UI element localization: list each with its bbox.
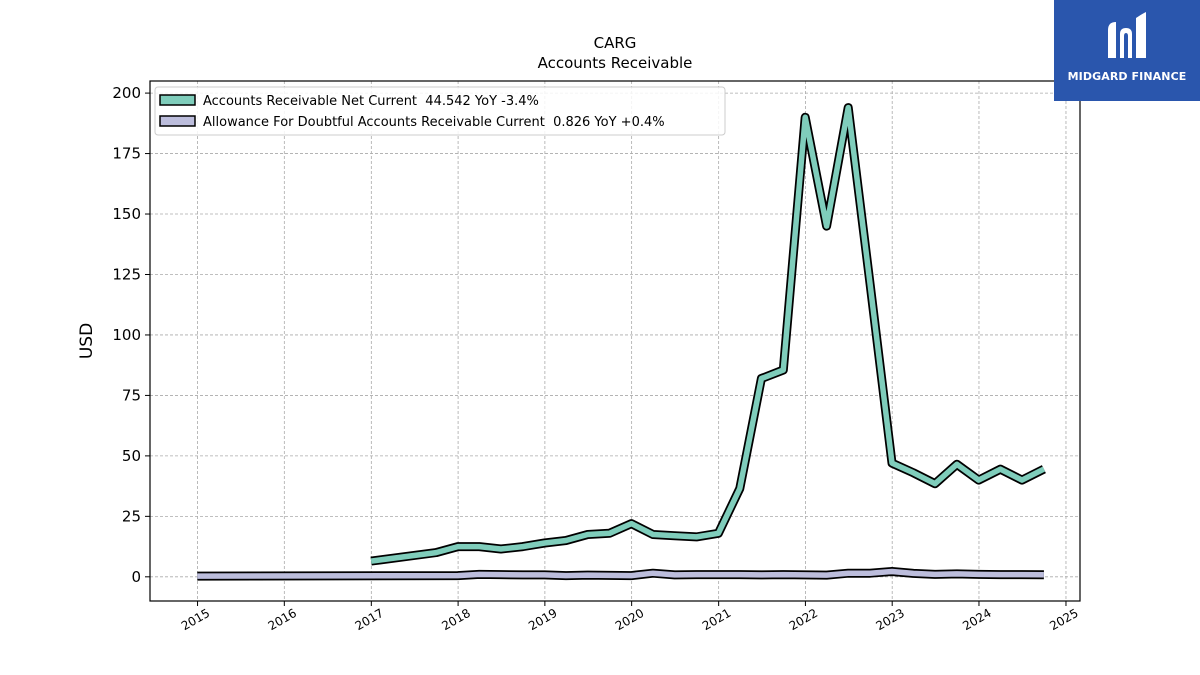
y-tick-label: 25: [122, 507, 141, 525]
legend-box: [154, 86, 726, 136]
chart-subtitle: Accounts Receivable: [538, 54, 693, 72]
x-tick-label: 2019: [526, 606, 559, 633]
y-tick-label: 100: [112, 326, 141, 344]
legend: Accounts Receivable Net Current 44.542 Y…: [154, 86, 726, 136]
chart-title: CARG: [594, 34, 637, 52]
x-tick-label: 2022: [787, 606, 820, 633]
logo-mark-icon: [1108, 12, 1146, 58]
legend-label-net-current: Accounts Receivable Net Current 44.542 Y…: [203, 94, 539, 109]
legend-swatch-net-current: [159, 94, 196, 106]
x-tick-label: 2016: [266, 606, 299, 633]
y-tick-label: 175: [112, 145, 141, 163]
y-tick-label: 0: [131, 568, 141, 586]
y-tick-label: 75: [122, 386, 141, 404]
axis-ticks: 2015 2016 2017 2018 2019 2020 2021 2022 2023 2024…: [112, 84, 1080, 633]
y-axis-label: USD: [77, 323, 97, 359]
x-tick-label: 2021: [700, 606, 733, 633]
x-tick-label: 2024: [960, 606, 993, 633]
midgard-finance-logo: MIDGARD FINANCE: [1054, 0, 1200, 101]
legend-label-allowance: Allowance For Doubtful Accounts Receivab…: [203, 115, 665, 130]
series-layer: [197, 103, 1046, 581]
series-net-current-outline: [370, 103, 1046, 566]
x-tick-label: 2015: [179, 606, 212, 633]
x-tick-label: 2018: [439, 606, 472, 633]
y-tick-label: 150: [112, 205, 141, 223]
logo-text: MIDGARD FINANCE: [1067, 70, 1187, 83]
x-tick-label: 2025: [1047, 606, 1080, 633]
grid-lines: [150, 81, 1080, 601]
y-tick-label: 50: [122, 447, 141, 465]
y-tick-label: 125: [112, 265, 141, 283]
plot-frame: [149, 80, 1081, 602]
series-net-current-line: [370, 104, 1046, 564]
x-tick-label: 2020: [613, 606, 646, 633]
x-tick-label: 2023: [873, 606, 906, 633]
y-tick-label: 200: [112, 84, 141, 102]
series-allowance-line: [197, 568, 1044, 579]
legend-swatch-allowance: [159, 115, 196, 127]
x-tick-label: 2017: [353, 606, 386, 633]
